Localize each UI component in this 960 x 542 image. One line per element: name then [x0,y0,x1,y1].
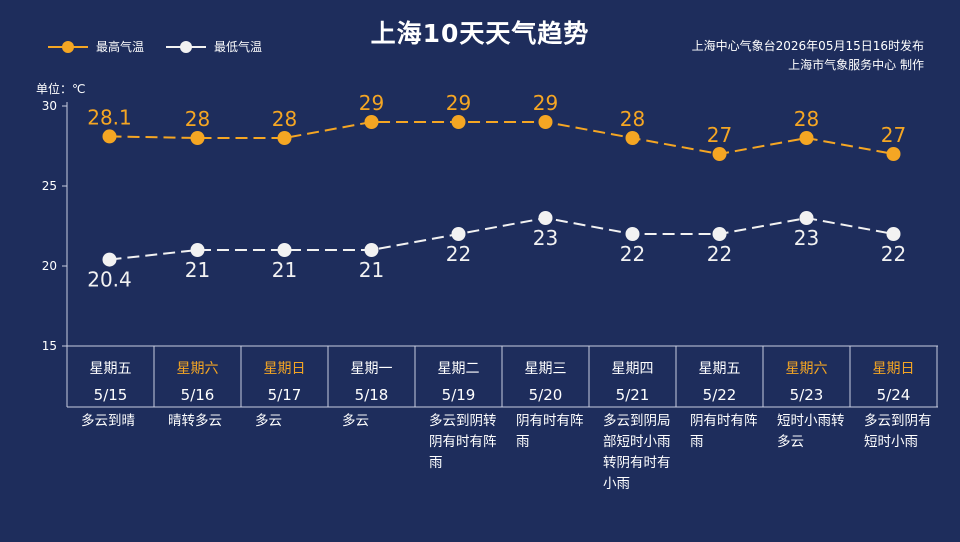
chart-title: 上海10天天气趋势 [370,19,590,48]
low-temp-point [799,211,814,225]
date-label: 5/17 [267,386,302,404]
series-line-low [109,216,894,261]
weekday-label: 星期二 [437,361,480,377]
weekday-label: 星期一 [350,361,393,377]
low-temp-label: 22 [707,242,732,266]
low-temp-point [364,243,379,257]
low-temp-point [712,227,727,241]
low-temp-label: 21 [185,258,210,282]
legend-item-high: 最高气温 [48,38,144,55]
y-tick-label: 15 [42,339,57,353]
date-label: 5/21 [615,386,650,404]
legend: 最高气温 最低气温 [48,38,284,55]
high-temp-point [451,115,466,129]
publisher-info: 上海中心气象台2026年05月15日16时发布 上海市气象服务中心 制作 [692,37,924,75]
legend-item-low: 最低气温 [166,38,262,55]
low-temp-point [886,227,901,241]
weather-description: 多云 [255,413,282,429]
low-temp-point [625,227,640,241]
legend-high-label: 最高气温 [96,40,145,54]
high-temp-point [712,147,727,161]
date-label: 5/22 [702,386,737,404]
low-temp-label: 21 [359,258,384,282]
high-temp-point [886,147,901,161]
low-temp-point [102,252,117,267]
legend-high-marker [48,40,88,53]
high-temp-label: 29 [533,91,558,115]
low-temp-point [451,227,466,241]
y-tick-label: 25 [42,179,57,193]
high-temp-label: 29 [446,91,471,115]
legend-low-marker [166,40,207,53]
weekday-label: 星期三 [524,361,567,377]
weather-description: 多云到阴转阴有时有阵雨 [429,413,497,471]
high-temp-point [799,131,814,145]
low-temp-point [538,211,553,225]
date-label: 5/23 [789,386,824,404]
high-temp-point [538,115,553,129]
weather-description: 阴有时有阵雨 [516,413,584,450]
weekday-label: 星期四 [611,361,654,377]
weekday-label: 星期六 [176,361,219,377]
high-temp-label: 28 [272,107,297,131]
high-temp-label: 27 [707,123,732,147]
date-label: 5/19 [441,386,476,404]
date-label: 5/20 [528,386,563,404]
weather-description: 阴有时有阵雨 [690,413,758,450]
low-temp-label: 22 [881,242,906,266]
high-temp-label: 28.1 [87,105,132,129]
high-temp-label: 28 [794,107,819,131]
low-temp-label: 20.4 [87,268,132,292]
date-label: 5/15 [93,386,128,404]
legend-low-label: 最低气温 [214,40,263,54]
weekday-label: 星期日 [872,361,915,377]
low-temp-label: 23 [794,226,819,250]
high-temp-label: 28 [620,107,645,131]
high-temp-label: 28 [185,107,210,131]
low-temp-label: 23 [533,226,558,250]
weather-description: 晴转多云 [168,413,222,429]
high-temp-point [277,131,292,145]
weather-description: 多云到阴局部短时小雨转阴有时有小雨 [603,413,671,492]
high-temp-point [625,131,640,145]
low-temp-point [277,243,292,257]
low-temp-label: 22 [446,242,471,266]
high-temp-label: 29 [359,91,384,115]
high-temp-label: 27 [881,123,906,147]
publisher-line-2: 上海市气象服务中心 制作 [788,58,924,72]
weather-description: 短时小雨转多云 [777,413,845,450]
y-tick-label: 30 [42,99,57,113]
high-temp-point [102,129,117,144]
low-temp-label: 21 [272,258,297,282]
date-label: 5/18 [354,386,389,404]
weather-description: 多云到晴 [81,413,135,429]
date-label: 5/24 [876,386,911,404]
weekday-label: 星期日 [263,361,306,377]
publisher-line-1: 上海中心气象台2026年05月15日16时发布 [691,39,924,53]
series-line-high [109,121,894,156]
unit-label: 单位：℃ [36,82,86,96]
weekday-label: 星期六 [785,361,828,377]
weather-description: 多云到阴有短时小雨 [864,413,932,450]
weekday-label: 星期五 [89,361,132,377]
high-temp-point [190,131,205,145]
y-tick-label: 20 [42,259,57,273]
weather-description: 多云 [342,413,369,429]
high-temp-point [364,115,379,129]
weekday-label: 星期五 [698,361,741,377]
date-label: 5/16 [180,386,215,404]
low-temp-point [190,243,205,257]
low-temp-label: 22 [620,242,645,266]
